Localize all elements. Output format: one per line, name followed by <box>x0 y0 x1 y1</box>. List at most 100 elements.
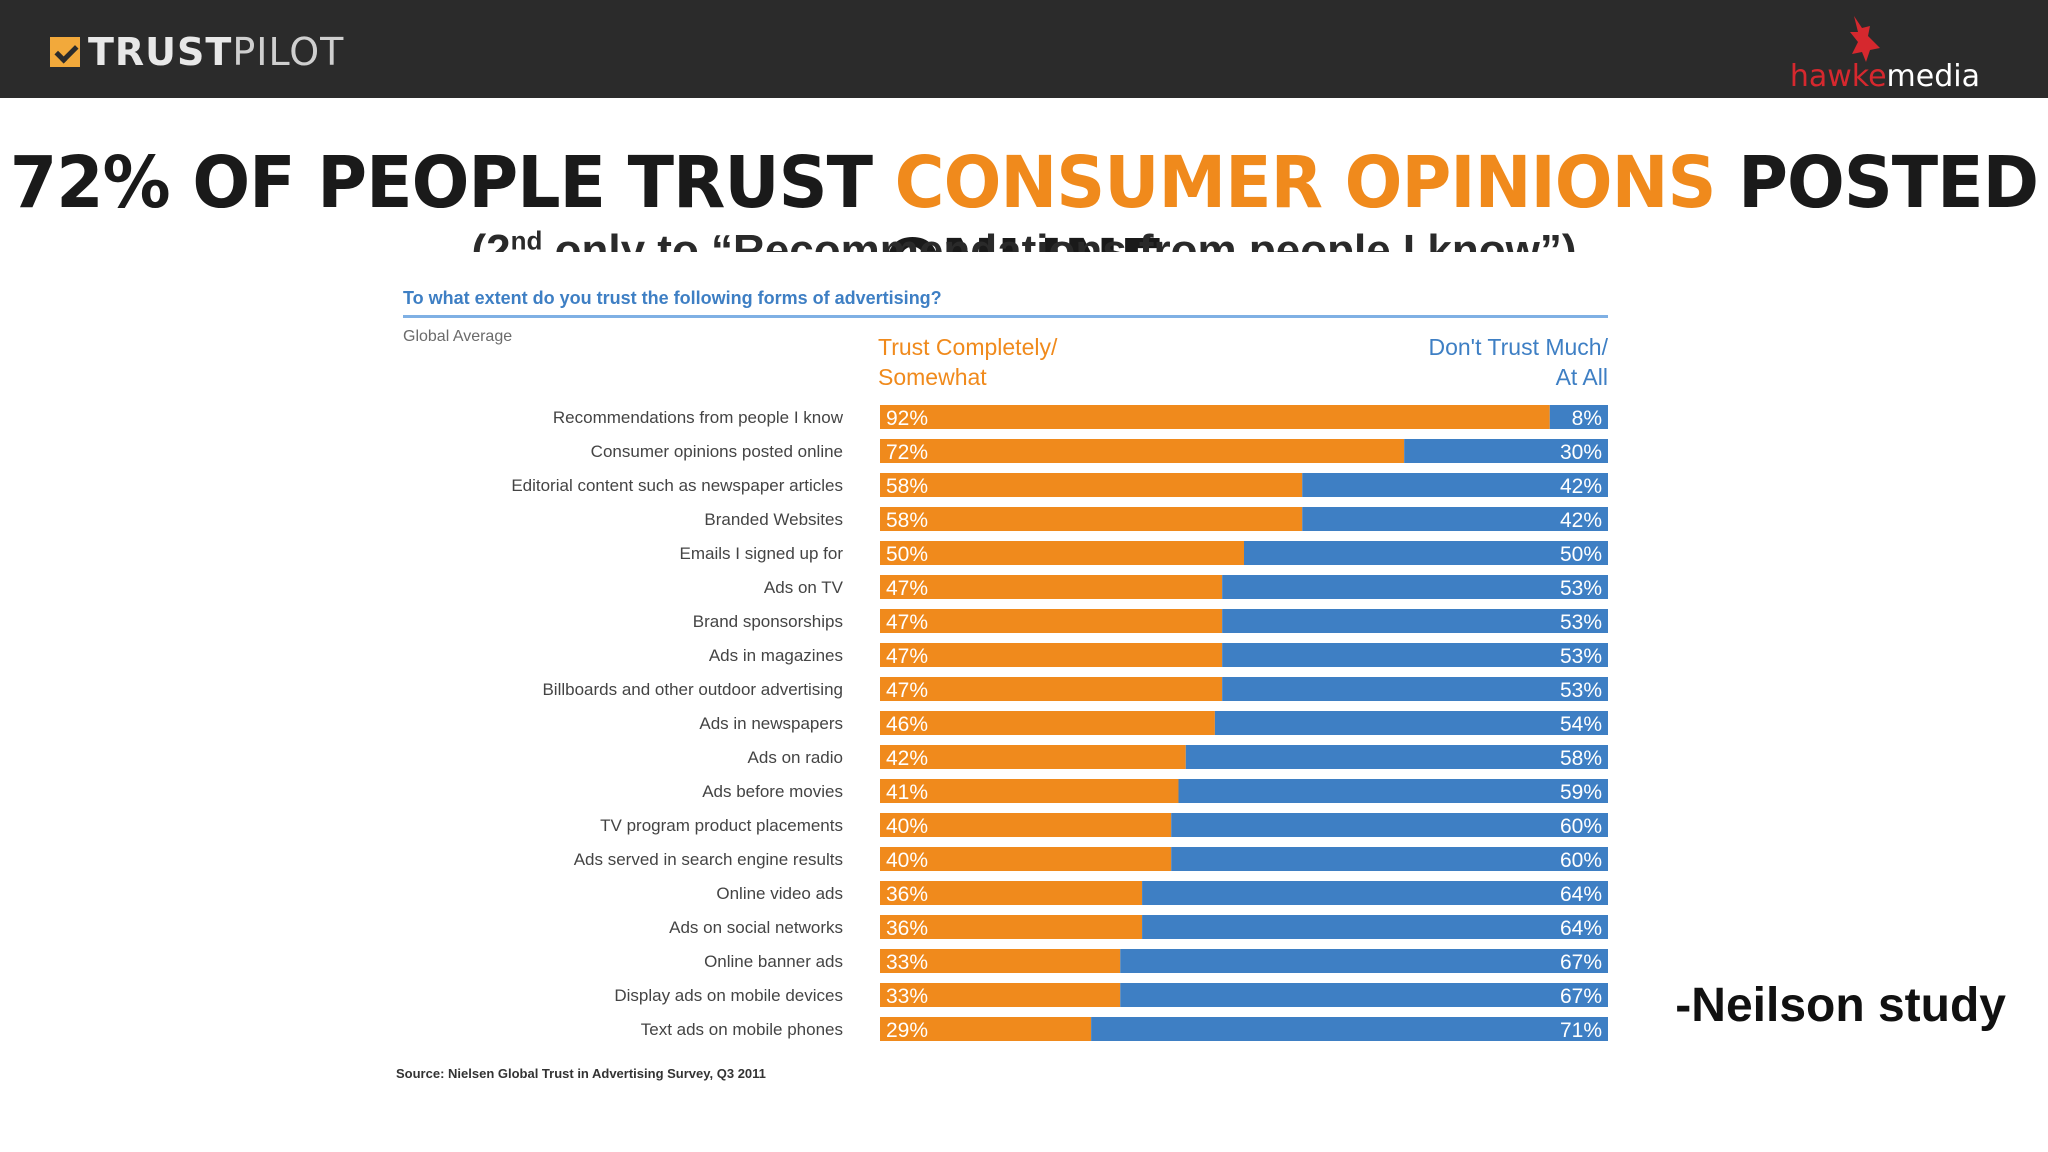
hawkemedia-wordmark-red: hawke <box>1789 59 1887 94</box>
bar-trust <box>880 609 1223 633</box>
category-label: Ads served in search engine results <box>574 850 843 869</box>
value-label-trust: 58% <box>886 475 928 498</box>
value-label-distrust: 54% <box>1560 713 1602 736</box>
value-label-distrust: 50% <box>1560 543 1602 566</box>
value-label-trust: 46% <box>886 713 928 736</box>
category-label: Ads before movies <box>702 782 843 801</box>
category-label: Ads in newspapers <box>699 714 843 733</box>
bar-trust <box>880 507 1303 531</box>
value-label-trust: 47% <box>886 577 928 600</box>
attribution: -Neilson study <box>1675 979 2006 1032</box>
category-label: Ads in magazines <box>709 646 843 665</box>
trustpilot-logo: TRUSTPILOT <box>50 30 344 74</box>
value-label-distrust: 30% <box>1560 441 1602 464</box>
value-label-distrust: 67% <box>1560 951 1602 974</box>
category-label: Brand sponsorships <box>693 612 843 631</box>
legend-distrust-line-1: Don't Trust Much/At All <box>1428 334 1608 390</box>
trustpilot-check-icon <box>50 37 80 67</box>
category-label: Text ads on mobile phones <box>641 1020 843 1039</box>
category-label: Consumer opinions posted online <box>591 442 843 461</box>
bar-trust <box>880 575 1223 599</box>
value-label-distrust: 8% <box>1572 407 1602 430</box>
value-label-trust: 72% <box>886 441 928 464</box>
hawkemedia-wordmark: hawkemedia <box>1790 59 1980 94</box>
bar-distrust <box>1549 405 1608 429</box>
bar-distrust <box>1302 473 1608 497</box>
value-label-distrust: 71% <box>1560 1019 1602 1042</box>
chart-source: Source: Nielsen Global Trust in Advertis… <box>396 1066 766 1081</box>
category-label: Emails I signed up for <box>680 544 844 563</box>
bar-distrust <box>1222 609 1608 633</box>
bar-trust <box>880 541 1244 565</box>
bar-trust <box>880 949 1121 973</box>
bar-trust <box>880 473 1303 497</box>
value-label-trust: 33% <box>886 985 928 1008</box>
trustpilot-wordmark-light: PILOT <box>232 30 345 74</box>
bar-trust <box>880 915 1143 939</box>
value-label-distrust: 42% <box>1560 475 1602 498</box>
category-label: Online video ads <box>716 884 843 903</box>
category-label: Ads on radio <box>748 748 843 767</box>
headline-part-1: 72% of people trust <box>9 142 895 225</box>
bar-trust <box>880 1017 1092 1041</box>
category-label: Display ads on mobile devices <box>614 986 843 1005</box>
bar-distrust <box>1171 813 1608 837</box>
bar-distrust <box>1222 677 1608 701</box>
trustpilot-wordmark-bold: TRUST <box>88 30 233 74</box>
value-label-trust: 29% <box>886 1019 928 1042</box>
value-label-trust: 40% <box>886 849 928 872</box>
chart-question: To what extent do you trust the followin… <box>403 288 942 308</box>
headline-accent: consumer opinions <box>894 142 1717 225</box>
category-label: TV program product placements <box>600 816 843 835</box>
bar-distrust <box>1222 643 1608 667</box>
value-label-distrust: 59% <box>1560 781 1602 804</box>
trustpilot-wordmark: TRUSTPILOT <box>88 30 344 74</box>
bar-trust <box>880 779 1179 803</box>
bar-distrust <box>1142 881 1608 905</box>
category-label: Editorial content such as newspaper arti… <box>511 476 843 495</box>
value-label-distrust: 42% <box>1560 509 1602 532</box>
value-label-distrust: 60% <box>1560 815 1602 838</box>
bar-distrust <box>1120 949 1608 973</box>
bar-trust <box>880 677 1223 701</box>
value-label-trust: 47% <box>886 645 928 668</box>
value-label-trust: 42% <box>886 747 928 770</box>
hawkemedia-logo: hawkemedia <box>1780 14 1980 94</box>
legend-line-a: Trust Completely/ <box>878 334 1058 360</box>
subhead-superscript: nd <box>510 225 543 256</box>
value-label-trust: 36% <box>886 917 928 940</box>
category-label: Ads on social networks <box>669 918 843 937</box>
chart-divider <box>403 315 1608 318</box>
bar-distrust <box>1142 915 1608 939</box>
value-label-trust: 58% <box>886 509 928 532</box>
bar-distrust <box>1244 541 1608 565</box>
legend-distrust: Don't Trust Much/At All <box>1428 332 1608 392</box>
legend-line-b: At All <box>1555 364 1608 390</box>
bar-distrust <box>1214 711 1608 735</box>
value-label-trust: 40% <box>886 815 928 838</box>
value-label-distrust: 53% <box>1560 577 1602 600</box>
bar-distrust <box>1185 745 1608 769</box>
hawkemedia-wordmark-white: media <box>1886 59 1980 94</box>
category-label: Branded Websites <box>704 510 843 529</box>
top-bar: TRUSTPILOT hawkemedia <box>0 0 2048 98</box>
value-label-distrust: 53% <box>1560 679 1602 702</box>
value-label-trust: 36% <box>886 883 928 906</box>
category-label: Recommendations from people I know <box>553 408 844 427</box>
value-label-distrust: 64% <box>1560 883 1602 906</box>
bar-trust <box>880 643 1223 667</box>
legend-trust: Trust Completely/Somewhat <box>878 332 1057 392</box>
value-label-distrust: 53% <box>1560 611 1602 634</box>
value-label-distrust: 53% <box>1560 645 1602 668</box>
legend-trust-line-1: Trust Completely/Somewhat <box>878 334 1057 390</box>
hawk-icon <box>1850 16 1880 62</box>
value-label-distrust: 67% <box>1560 985 1602 1008</box>
bar-trust <box>880 847 1172 871</box>
value-label-trust: 50% <box>886 543 928 566</box>
legend-line-b: Somewhat <box>878 364 987 390</box>
bar-distrust <box>1091 1017 1608 1041</box>
value-label-trust: 47% <box>886 611 928 634</box>
chart-scope: Global Average <box>403 328 513 345</box>
bar-trust <box>880 711 1215 735</box>
